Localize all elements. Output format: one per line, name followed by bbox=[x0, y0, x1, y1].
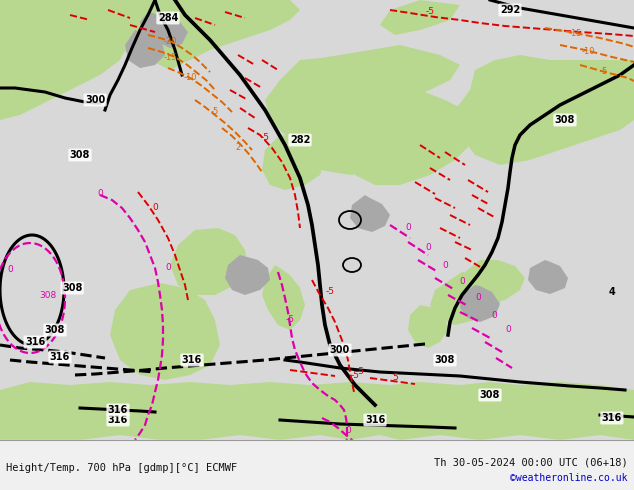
Text: 308: 308 bbox=[39, 292, 56, 300]
Polygon shape bbox=[265, 45, 460, 140]
Text: -5: -5 bbox=[425, 7, 434, 17]
Text: 0: 0 bbox=[505, 325, 511, 335]
Text: 308: 308 bbox=[45, 325, 65, 335]
Polygon shape bbox=[195, 405, 210, 422]
Polygon shape bbox=[462, 260, 525, 305]
Bar bbox=[0, 440, 634, 490]
Polygon shape bbox=[408, 305, 448, 348]
Text: -15: -15 bbox=[163, 53, 177, 63]
Polygon shape bbox=[310, 60, 380, 125]
Polygon shape bbox=[0, 0, 140, 80]
Text: -15: -15 bbox=[568, 29, 582, 39]
Polygon shape bbox=[262, 135, 325, 190]
Text: 0: 0 bbox=[442, 261, 448, 270]
Polygon shape bbox=[110, 283, 220, 380]
Text: -5: -5 bbox=[600, 68, 608, 76]
Polygon shape bbox=[285, 78, 475, 175]
Text: 0: 0 bbox=[345, 425, 351, 435]
Text: Th 30-05-2024 00:00 UTC (06+18): Th 30-05-2024 00:00 UTC (06+18) bbox=[434, 457, 628, 467]
Text: 308: 308 bbox=[70, 150, 90, 160]
Text: -5: -5 bbox=[285, 316, 295, 324]
Text: 0: 0 bbox=[425, 244, 431, 252]
Text: -5: -5 bbox=[261, 133, 269, 143]
Text: 300: 300 bbox=[330, 345, 350, 355]
Text: 0: 0 bbox=[491, 311, 497, 319]
Text: 308: 308 bbox=[480, 390, 500, 400]
Polygon shape bbox=[170, 228, 248, 295]
Polygon shape bbox=[460, 285, 500, 322]
Text: 0: 0 bbox=[475, 294, 481, 302]
Polygon shape bbox=[100, 0, 230, 60]
Polygon shape bbox=[155, 15, 188, 48]
Polygon shape bbox=[380, 0, 460, 35]
Text: 316: 316 bbox=[602, 413, 622, 423]
Text: 316: 316 bbox=[365, 415, 385, 425]
Text: -10: -10 bbox=[183, 74, 197, 82]
Polygon shape bbox=[350, 115, 470, 185]
Text: -5: -5 bbox=[356, 368, 365, 376]
Text: -10: -10 bbox=[581, 48, 595, 56]
Text: 300: 300 bbox=[85, 95, 105, 105]
Text: 0: 0 bbox=[97, 189, 103, 197]
Text: 316: 316 bbox=[108, 415, 128, 425]
Text: 0: 0 bbox=[405, 223, 411, 232]
Text: 4: 4 bbox=[609, 287, 616, 297]
Text: 292: 292 bbox=[500, 5, 520, 15]
Text: 282: 282 bbox=[290, 135, 310, 145]
Text: 284: 284 bbox=[158, 13, 178, 23]
Polygon shape bbox=[0, 30, 130, 120]
Text: 308: 308 bbox=[62, 283, 82, 293]
Polygon shape bbox=[350, 195, 390, 232]
Polygon shape bbox=[515, 60, 634, 140]
Text: 316: 316 bbox=[50, 352, 70, 362]
Text: 0: 0 bbox=[7, 266, 13, 274]
Polygon shape bbox=[455, 55, 634, 165]
Text: 308: 308 bbox=[555, 115, 575, 125]
Polygon shape bbox=[430, 272, 505, 325]
Text: 316: 316 bbox=[182, 355, 202, 365]
Text: -5: -5 bbox=[351, 370, 359, 379]
Text: -5: -5 bbox=[325, 288, 335, 296]
Polygon shape bbox=[225, 255, 270, 295]
Text: 316: 316 bbox=[25, 337, 45, 347]
Text: 2: 2 bbox=[235, 144, 241, 152]
Text: 5: 5 bbox=[392, 373, 398, 383]
Polygon shape bbox=[0, 382, 634, 440]
Text: 0: 0 bbox=[152, 203, 158, 213]
Text: 0: 0 bbox=[165, 264, 171, 272]
Text: 316: 316 bbox=[108, 405, 128, 415]
Text: -5: -5 bbox=[211, 107, 219, 117]
Text: 0: 0 bbox=[459, 277, 465, 287]
Polygon shape bbox=[140, 12, 168, 42]
Text: -20: -20 bbox=[163, 38, 177, 47]
Polygon shape bbox=[165, 395, 183, 412]
Polygon shape bbox=[145, 5, 195, 60]
Polygon shape bbox=[528, 260, 568, 294]
Text: Height/Temp. 700 hPa [gdmp][°C] ECMWF: Height/Temp. 700 hPa [gdmp][°C] ECMWF bbox=[6, 463, 237, 473]
Text: ©weatheronline.co.uk: ©weatheronline.co.uk bbox=[510, 473, 628, 483]
Polygon shape bbox=[262, 265, 305, 330]
Polygon shape bbox=[130, 0, 300, 70]
Polygon shape bbox=[125, 30, 165, 68]
Text: 308: 308 bbox=[435, 355, 455, 365]
